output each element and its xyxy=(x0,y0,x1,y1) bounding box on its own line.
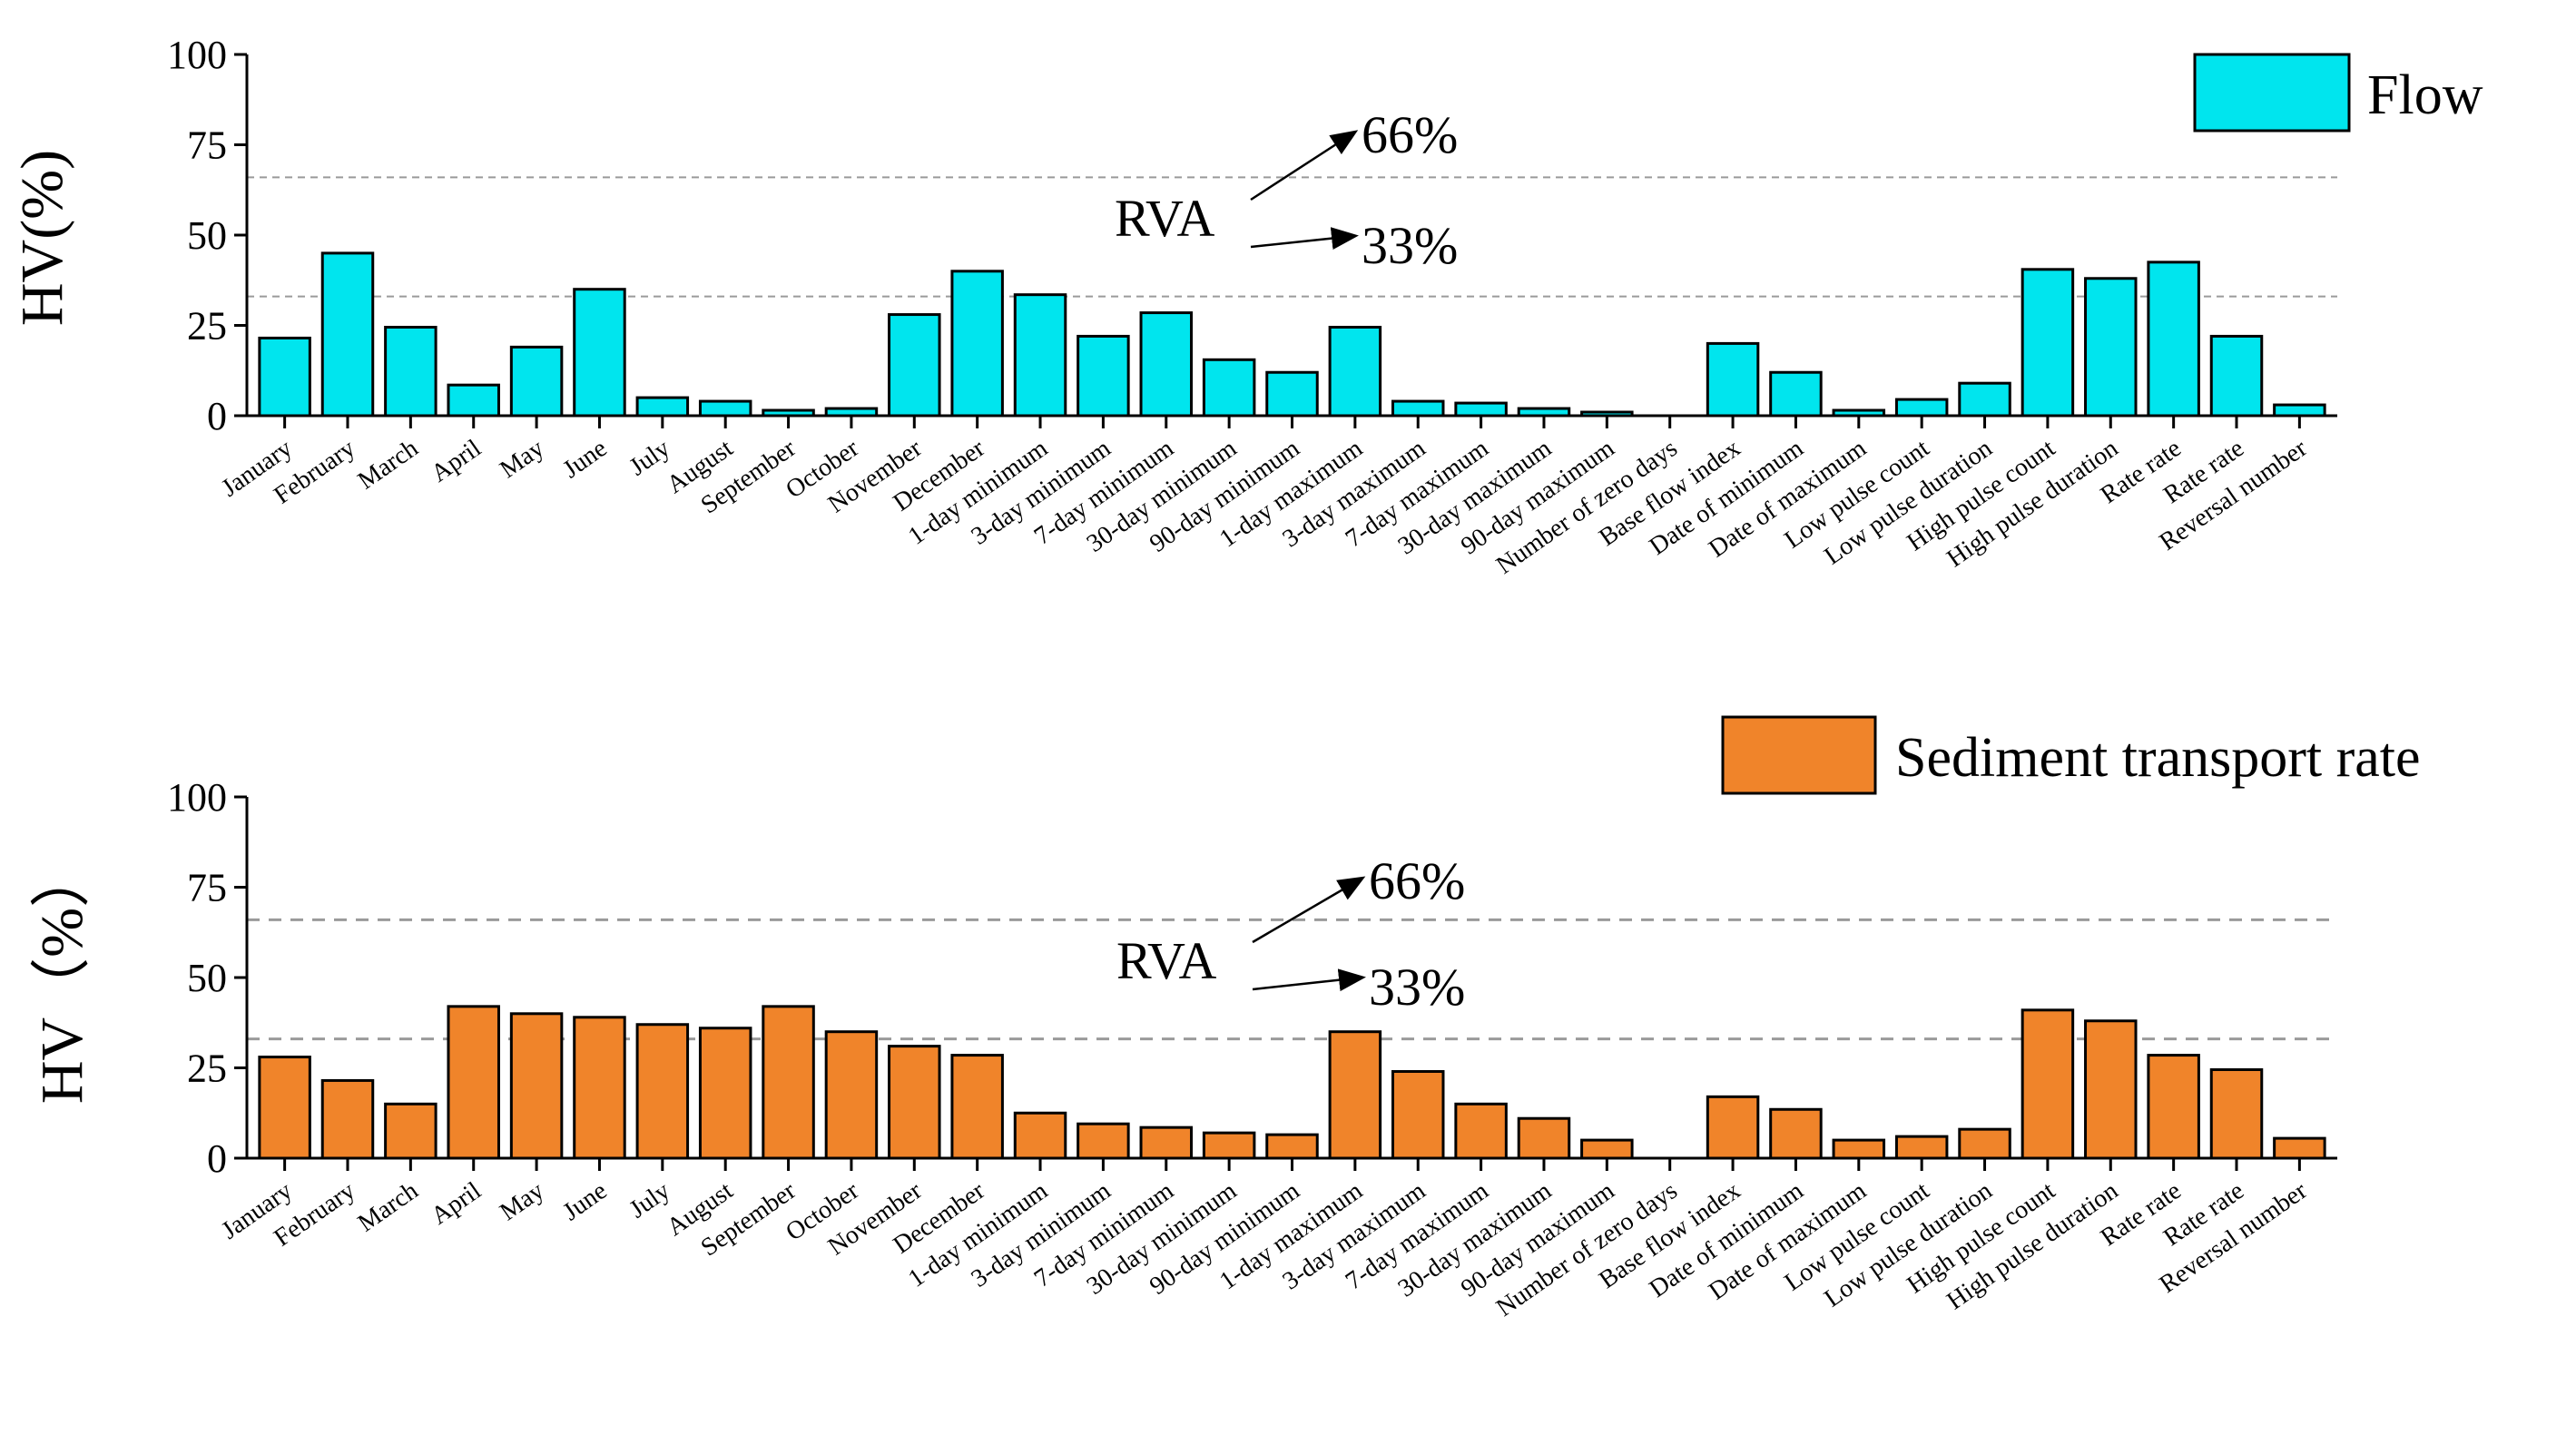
bar-16 xyxy=(1202,358,1256,418)
bar-8 xyxy=(698,1027,752,1160)
category-label-3: March xyxy=(353,434,424,495)
category-label-5: May xyxy=(495,1176,549,1226)
y-axis-title: HV（%） xyxy=(29,848,95,1104)
bar-6 xyxy=(573,1016,626,1160)
bar-7 xyxy=(635,1023,690,1160)
bar-2 xyxy=(320,251,375,418)
y-tick-label-50: 50 xyxy=(187,956,227,1000)
bar-1 xyxy=(258,336,311,418)
bar-19 xyxy=(1391,1069,1445,1160)
rva-label: RVA xyxy=(1115,189,1214,248)
legend-swatch xyxy=(2193,53,2351,133)
bar-10 xyxy=(824,1030,879,1160)
bar-5 xyxy=(509,1012,564,1160)
bar-19 xyxy=(1391,399,1445,418)
bar-30 xyxy=(2084,277,2138,418)
bar-4 xyxy=(447,383,500,418)
bar-18 xyxy=(1328,325,1382,418)
bar-25 xyxy=(1769,1107,1823,1160)
rva-upper-label: 66% xyxy=(1362,105,1458,164)
bar-25 xyxy=(1769,370,1823,418)
rva-upper-label: 66% xyxy=(1369,851,1465,910)
bar-18 xyxy=(1328,1030,1382,1160)
bar-12 xyxy=(950,270,1004,418)
rva-lower-arrow xyxy=(1252,968,1366,992)
bar-27 xyxy=(1894,1135,1949,1160)
bar-28 xyxy=(1958,381,2011,418)
bar-28 xyxy=(1958,1127,2011,1160)
bar-15 xyxy=(1139,1125,1194,1160)
bar-16 xyxy=(1202,1131,1256,1160)
y-tick-label-75: 75 xyxy=(187,123,227,168)
bar-12 xyxy=(950,1054,1004,1160)
bar-22 xyxy=(1580,1138,1634,1160)
bar-17 xyxy=(1265,370,1319,418)
bar-3 xyxy=(384,325,438,418)
y-tick-label-100: 100 xyxy=(167,775,227,820)
category-label-6: June xyxy=(558,434,613,484)
bar-29 xyxy=(2020,268,2075,418)
bar-20 xyxy=(1454,1102,1508,1160)
y-axis-title: HV(%) xyxy=(9,150,75,326)
bar-2 xyxy=(320,1078,375,1160)
bar-33 xyxy=(2273,1136,2326,1160)
legend-swatch xyxy=(1721,715,1877,795)
bar-24 xyxy=(1706,1095,1760,1160)
bar-27 xyxy=(1894,398,1949,418)
rva-label: RVA xyxy=(1116,931,1216,990)
bar-26 xyxy=(1832,1138,1886,1160)
bar-32 xyxy=(2209,1067,2264,1160)
bar-8 xyxy=(698,399,752,418)
bar-5 xyxy=(509,345,564,418)
bar-20 xyxy=(1454,401,1508,418)
y-tick-label-100: 100 xyxy=(167,33,227,77)
rva-lower-label: 33% xyxy=(1369,958,1465,1017)
bar-14 xyxy=(1077,1122,1130,1160)
category-label-6: June xyxy=(558,1176,613,1226)
bar-11 xyxy=(888,1045,941,1160)
bar-1 xyxy=(258,1056,311,1160)
bar-32 xyxy=(2209,334,2264,418)
bar-11 xyxy=(888,313,941,418)
rva-lower-arrow xyxy=(1250,227,1359,251)
bar-21 xyxy=(1517,1116,1571,1160)
y-tick-label-50: 50 xyxy=(187,213,227,258)
legend-label: Flow xyxy=(2367,64,2483,126)
bar-9 xyxy=(762,1005,815,1160)
y-tick-label-0: 0 xyxy=(207,394,227,438)
category-label-5: May xyxy=(495,434,549,484)
bar-14 xyxy=(1077,334,1130,418)
bar-6 xyxy=(573,288,626,418)
category-label-4: April xyxy=(427,434,487,487)
rva-upper-arrow xyxy=(1252,876,1366,944)
bar-29 xyxy=(2020,1008,2075,1160)
bar-13 xyxy=(1013,293,1067,418)
bar-24 xyxy=(1706,341,1760,418)
bar-30 xyxy=(2084,1019,2138,1160)
bar-4 xyxy=(447,1005,500,1160)
legend-label: Sediment transport rate xyxy=(1895,727,2421,789)
category-label-4: April xyxy=(427,1176,487,1230)
bar-13 xyxy=(1013,1111,1067,1160)
bar-31 xyxy=(2147,260,2200,418)
bar-33 xyxy=(2273,403,2326,418)
bar-31 xyxy=(2147,1054,2200,1160)
y-tick-label-25: 25 xyxy=(187,1047,227,1091)
bar-17 xyxy=(1265,1133,1319,1160)
bar-15 xyxy=(1139,311,1194,418)
rva-upper-arrow xyxy=(1250,130,1359,201)
category-label-3: March xyxy=(353,1176,424,1237)
rva-lower-label: 33% xyxy=(1362,216,1458,275)
bar-7 xyxy=(635,396,690,418)
bar-3 xyxy=(384,1102,438,1160)
y-tick-label-0: 0 xyxy=(207,1136,227,1181)
y-tick-label-75: 75 xyxy=(187,866,227,910)
y-tick-label-25: 25 xyxy=(187,304,227,349)
